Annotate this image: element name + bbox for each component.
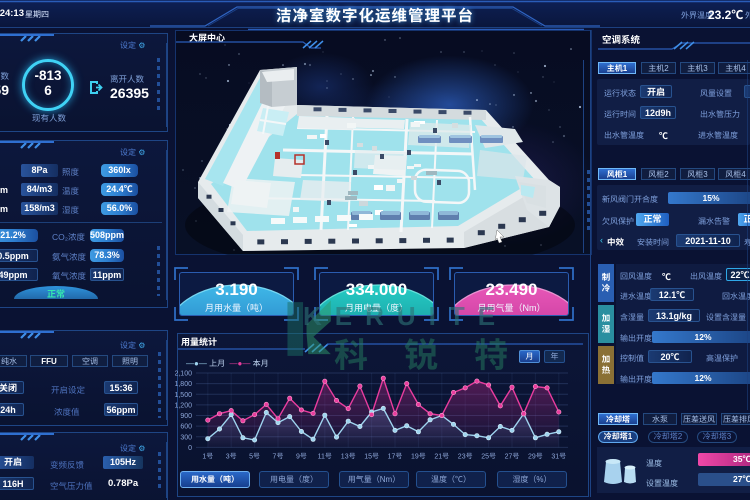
svg-text:2,100: 2,100 — [175, 371, 192, 378]
svg-text:300: 300 — [180, 434, 192, 441]
svg-text:600: 600 — [180, 424, 192, 431]
svg-text:29号: 29号 — [528, 452, 543, 460]
svg-text:27号: 27号 — [505, 452, 520, 460]
svg-text:1,200: 1,200 — [175, 402, 192, 409]
svg-text:13号: 13号 — [341, 452, 356, 460]
svg-text:25号: 25号 — [481, 452, 496, 460]
svg-text:9号: 9号 — [296, 452, 307, 460]
svg-text:900: 900 — [180, 413, 192, 420]
svg-text:19号: 19号 — [411, 452, 426, 460]
svg-text:1号: 1号 — [202, 452, 213, 460]
svg-text:5号: 5号 — [249, 452, 260, 460]
svg-text:17号: 17号 — [388, 452, 403, 460]
svg-text:11号: 11号 — [318, 452, 332, 460]
svg-text:3号: 3号 — [226, 452, 237, 460]
svg-text:15号: 15号 — [364, 452, 379, 460]
svg-text:0: 0 — [188, 445, 192, 452]
svg-text:21号: 21号 — [434, 452, 449, 460]
svg-text:1,800: 1,800 — [175, 381, 192, 388]
svg-text:31号: 31号 — [551, 452, 566, 460]
svg-text:1,500: 1,500 — [175, 392, 192, 399]
svg-text:7号: 7号 — [273, 452, 284, 460]
svg-text:23号: 23号 — [458, 452, 473, 460]
